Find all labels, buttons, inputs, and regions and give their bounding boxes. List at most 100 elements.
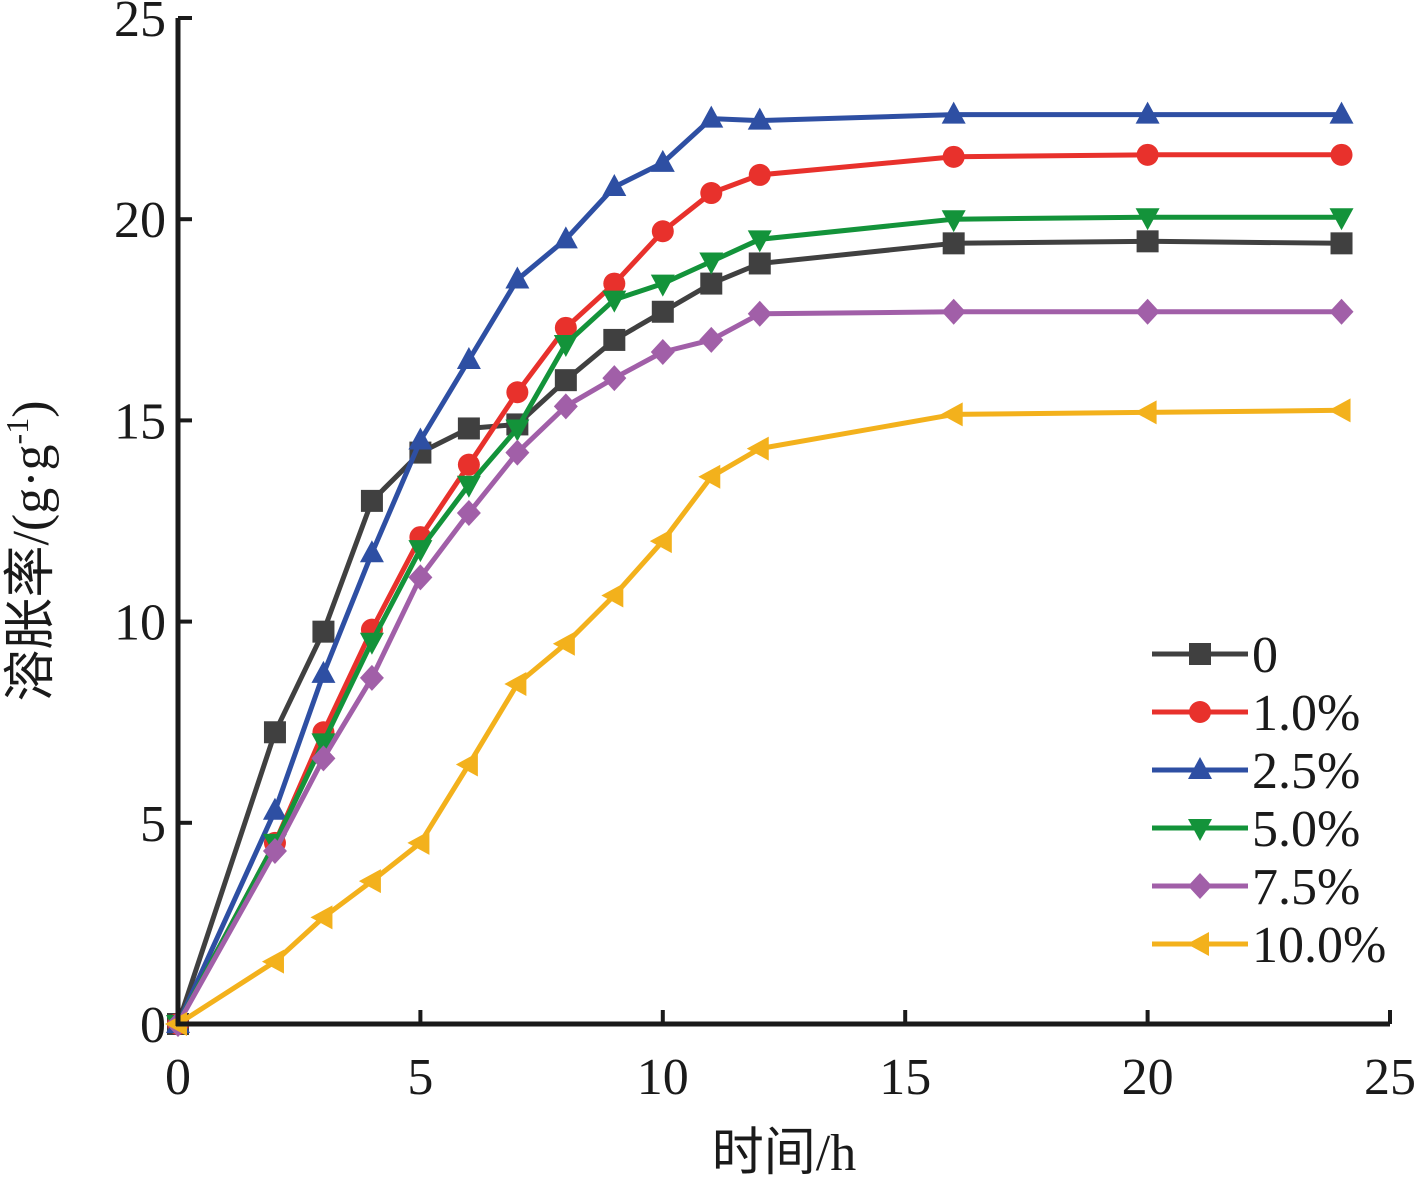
data-point bbox=[698, 464, 721, 489]
x-axis-title: 时间/h bbox=[712, 1125, 856, 1181]
data-point bbox=[940, 402, 963, 427]
data-point bbox=[1134, 400, 1157, 425]
data-point bbox=[408, 540, 433, 563]
y-tick-label: 5 bbox=[140, 796, 166, 853]
data-point bbox=[650, 149, 675, 172]
data-point bbox=[1329, 101, 1354, 124]
data-point bbox=[1135, 298, 1160, 325]
data-point bbox=[1330, 143, 1353, 166]
x-tick-label: 10 bbox=[637, 1049, 689, 1106]
series-line bbox=[175, 214, 1342, 1026]
data-point bbox=[311, 745, 336, 772]
data-point bbox=[700, 182, 723, 205]
data-point bbox=[748, 252, 771, 275]
data-point bbox=[455, 752, 478, 777]
data-point bbox=[1330, 232, 1353, 255]
data-point bbox=[505, 419, 530, 442]
series-6 bbox=[165, 398, 1351, 1036]
x-tick-label: 0 bbox=[165, 1049, 191, 1106]
legend: 01.0%2.5%5.0%7.5%10.0% bbox=[1152, 627, 1386, 974]
data-point bbox=[505, 266, 530, 289]
data-point bbox=[1136, 143, 1159, 166]
data-point bbox=[505, 439, 530, 466]
legend-item: 1.0% bbox=[1152, 685, 1360, 742]
data-point bbox=[649, 529, 672, 554]
data-point bbox=[603, 328, 626, 351]
data-point bbox=[358, 869, 381, 894]
legend-marker bbox=[1188, 757, 1212, 779]
data-point bbox=[941, 298, 966, 325]
legend-label: 0 bbox=[1252, 627, 1278, 684]
data-point bbox=[359, 632, 384, 655]
data-point bbox=[942, 145, 965, 168]
plot-series-group bbox=[165, 101, 1354, 1037]
data-point bbox=[1328, 398, 1351, 423]
data-point bbox=[554, 369, 577, 392]
x-tick-label: 15 bbox=[879, 1049, 931, 1106]
data-point bbox=[456, 475, 481, 498]
data-point bbox=[552, 631, 575, 656]
data-point bbox=[747, 230, 772, 253]
data-point bbox=[942, 232, 965, 255]
y-tick-label: 20 bbox=[114, 192, 166, 249]
y-axis-title-main: 溶胀率/(g·g bbox=[3, 444, 60, 701]
data-point bbox=[747, 300, 772, 327]
data-point bbox=[650, 274, 675, 297]
data-point bbox=[602, 365, 627, 392]
data-point bbox=[263, 721, 286, 744]
data-point bbox=[310, 905, 333, 930]
series-line bbox=[176, 407, 1342, 1027]
data-point bbox=[504, 671, 527, 696]
series-5 bbox=[166, 298, 1354, 1037]
y-axis-title-close: ) bbox=[3, 400, 60, 417]
series-4 bbox=[166, 208, 1354, 1037]
data-point bbox=[699, 326, 724, 353]
y-axis-title-superscript: -1 bbox=[0, 418, 35, 445]
legend-marker bbox=[1187, 932, 1209, 956]
legend-marker bbox=[1189, 701, 1211, 723]
ticks-group: 0 5 10 15 20 25 0 5 10 15 20 25 bbox=[114, 0, 1416, 1106]
data-point bbox=[456, 499, 481, 526]
data-point bbox=[1329, 298, 1354, 325]
series-line bbox=[175, 238, 1342, 1025]
data-point bbox=[311, 660, 336, 683]
data-point bbox=[359, 540, 384, 563]
data-point bbox=[506, 381, 529, 404]
data-point bbox=[457, 453, 480, 476]
data-point bbox=[262, 797, 287, 820]
data-point bbox=[651, 220, 674, 243]
series-1 bbox=[167, 230, 1353, 1035]
data-point bbox=[408, 427, 433, 450]
legend-item: 10.0% bbox=[1152, 917, 1386, 974]
data-point bbox=[746, 436, 769, 461]
data-point bbox=[407, 830, 430, 855]
legend-item: 0 bbox=[1152, 627, 1278, 684]
data-point bbox=[554, 316, 577, 339]
legend-label: 5.0% bbox=[1252, 801, 1360, 858]
data-point bbox=[553, 226, 578, 249]
data-point bbox=[311, 733, 336, 756]
data-point bbox=[262, 837, 287, 864]
data-point bbox=[553, 334, 578, 357]
data-point bbox=[359, 664, 384, 691]
data-point bbox=[941, 210, 966, 233]
y-tick-label: 15 bbox=[114, 393, 166, 450]
data-point bbox=[1135, 208, 1160, 231]
data-point bbox=[312, 620, 335, 643]
data-point bbox=[700, 272, 723, 295]
x-tick-label: 20 bbox=[1122, 1049, 1174, 1106]
data-point bbox=[699, 105, 724, 128]
y-tick-label: 10 bbox=[114, 595, 166, 652]
legend-marker bbox=[1189, 643, 1211, 665]
data-point bbox=[699, 252, 724, 275]
data-point bbox=[1135, 101, 1160, 124]
data-point bbox=[457, 417, 480, 440]
data-point bbox=[651, 300, 674, 323]
legend-marker bbox=[1188, 873, 1212, 899]
legend-item: 7.5% bbox=[1152, 859, 1360, 916]
data-point bbox=[1329, 208, 1354, 231]
legend-label: 1.0% bbox=[1252, 685, 1360, 742]
series-3 bbox=[166, 101, 1354, 1033]
data-point bbox=[553, 393, 578, 420]
